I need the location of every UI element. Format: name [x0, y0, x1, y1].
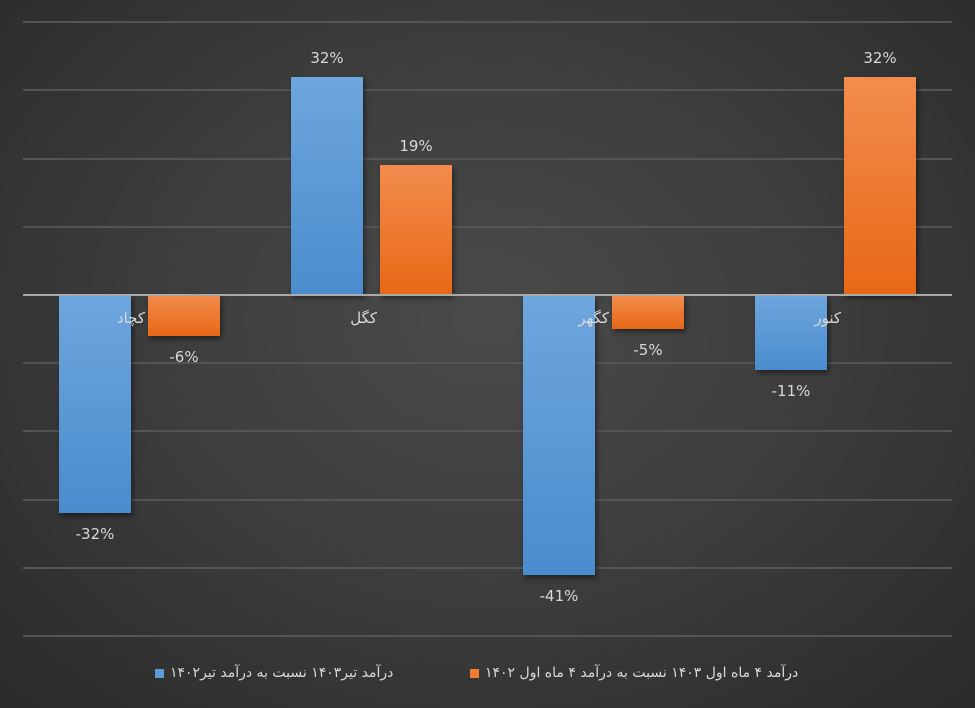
- gridline: [23, 499, 952, 501]
- gridline: [23, 89, 952, 91]
- bar-4month-1: [380, 165, 452, 295]
- data-label: -6%: [169, 347, 199, 366]
- legend-label: درآمد تیر۱۴۰۳ نسبت به درآمد تیر۱۴۰۲: [170, 665, 394, 681]
- data-label: -32%: [75, 525, 115, 544]
- data-label: -41%: [539, 586, 579, 605]
- category-label: کگهر: [578, 309, 609, 327]
- gridline: [23, 21, 952, 23]
- bar-tir-0: [59, 295, 131, 514]
- data-label: 32%: [863, 48, 897, 67]
- gridline: [23, 158, 952, 160]
- data-label: 32%: [310, 48, 344, 67]
- legend-item-4month: درآمد ۴ ماه اول ۱۴۰۳ نسبت به درآمد ۴ ماه…: [470, 665, 798, 681]
- bar-tir-3: [755, 295, 827, 371]
- data-label: 19%: [399, 137, 433, 156]
- legend-label: درآمد ۴ ماه اول ۱۴۰۳ نسبت به درآمد ۴ ماه…: [485, 665, 799, 681]
- bar-4month-3: [844, 76, 916, 295]
- data-label: -5%: [633, 341, 663, 360]
- legend-swatch-orange: [470, 668, 479, 678]
- bar-tir-1: [291, 76, 363, 295]
- zero-axis-line: [23, 294, 952, 296]
- legend-item-tir: درآمد تیر۱۴۰۳ نسبت به درآمد تیر۱۴۰۲: [155, 665, 393, 681]
- bar-4month-2: [612, 295, 684, 330]
- legend-swatch-blue: [155, 668, 164, 678]
- category-label: کچاد: [116, 309, 145, 327]
- gridline: [23, 635, 952, 637]
- category-label: کنور: [814, 309, 841, 327]
- bar-4month-0: [148, 295, 220, 336]
- gridline: [23, 430, 952, 432]
- category-label: کگل: [350, 309, 377, 327]
- gridline: [23, 226, 952, 228]
- data-label: -11%: [771, 382, 811, 401]
- gridline: [23, 567, 952, 569]
- bar-tir-2: [523, 295, 595, 575]
- gridline: [23, 362, 952, 364]
